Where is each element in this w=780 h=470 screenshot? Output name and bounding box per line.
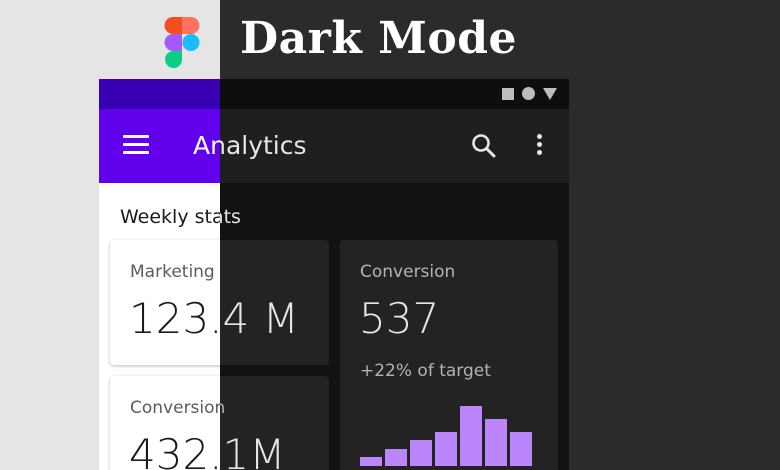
stop-square-icon — [502, 87, 514, 100]
app-bar: Analytics — [220, 109, 569, 183]
chart-bar — [435, 432, 457, 466]
headline: Dark Mode — [240, 13, 517, 64]
card-label: Marketing — [130, 262, 215, 282]
dark-theme-clip: Analytics Weekly stats Marketing 123.4 M… — [220, 79, 569, 470]
chart-bar — [385, 449, 407, 466]
card-value: 537 — [359, 294, 440, 343]
more-vert-icon[interactable] — [535, 134, 543, 160]
chart-bar — [460, 406, 482, 466]
figma-logo — [164, 17, 200, 68]
chart-bar — [485, 419, 507, 466]
menu-icon[interactable] — [123, 135, 149, 157]
status-bar — [220, 79, 569, 109]
card-value: 432.1M — [220, 430, 286, 470]
chart-bar — [360, 457, 382, 466]
app-title: Analytics — [220, 131, 307, 160]
card-value: 123.4 M — [220, 294, 299, 343]
stat-card-conversion[interactable]: Conversion 537 +22% of target — [340, 240, 558, 470]
section-title: Weekly stats — [220, 206, 241, 228]
content-area: Weekly stats Marketing 123.4 M Conversio… — [220, 183, 569, 470]
bar-chart — [360, 406, 540, 466]
section-title: Weekly stats — [120, 206, 241, 228]
chart-bar — [510, 432, 532, 466]
status-icons — [502, 87, 557, 100]
card-label: Conversion — [130, 398, 226, 418]
phone-mockup: Analytics Weekly stats Marketing 123.4 M… — [99, 79, 569, 470]
card-label: Conversion — [220, 397, 225, 419]
dark-theme-screen: Analytics Weekly stats Marketing 123.4 M… — [220, 79, 569, 470]
search-icon[interactable] — [471, 133, 497, 159]
chart-bar — [410, 440, 432, 466]
stat-card-marketing[interactable]: Marketing 123.4 M — [220, 240, 329, 365]
card-subtext: +22% of target — [360, 361, 491, 381]
circle-icon — [522, 87, 535, 100]
triangle-down-icon — [543, 87, 557, 100]
card-label: Conversion — [360, 262, 456, 282]
stat-card-conversion-2[interactable]: Conversion 432.1M — [220, 376, 329, 470]
